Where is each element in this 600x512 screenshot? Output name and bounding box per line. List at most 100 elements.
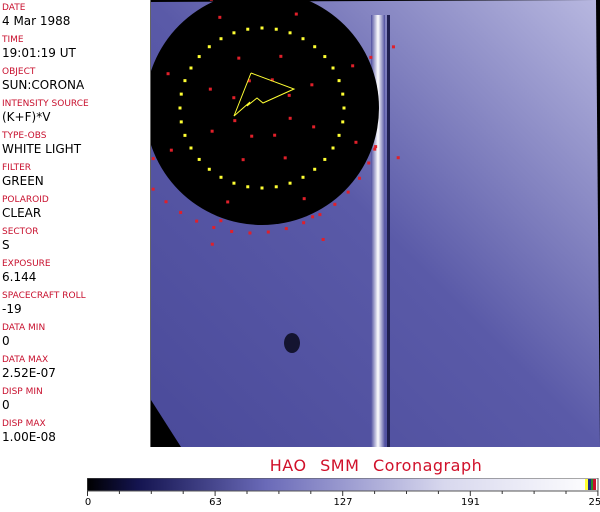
yellow-ring-dot: [189, 146, 193, 150]
red-grid-dot: [312, 125, 316, 129]
field-value: CLEAR: [2, 206, 42, 220]
yellow-ring-dot: [323, 157, 327, 161]
yellow-ring-dot: [274, 185, 278, 189]
field-label: DATA MAX: [2, 355, 49, 365]
red-grid-dot: [351, 64, 355, 68]
yellow-ring-dot: [301, 175, 305, 179]
field-value: (K+F)*V: [2, 110, 51, 124]
yellow-ring-dot: [260, 186, 264, 190]
red-limb-dot: [212, 225, 216, 229]
field-label: DATE: [2, 3, 26, 13]
yellow-ring-dot: [179, 92, 183, 96]
header-info-panel: DATE 4 Mar 1988 TIME 19:01:19 UT OBJECT SUN:C…: [0, 0, 151, 447]
dust-spot: [284, 333, 300, 353]
yellow-ring-dot: [232, 31, 236, 35]
field-label: OBJECT: [2, 67, 36, 77]
colorbar[interactable]: [87, 478, 599, 496]
field-value: GREEN: [2, 174, 44, 188]
red-grid-dot: [209, 0, 213, 1]
field-value: 1.00E-08: [2, 430, 56, 444]
red-limb-dot: [284, 227, 288, 231]
colorbar-red-entry: [593, 479, 596, 490]
red-limb-dot: [374, 145, 378, 149]
yellow-ring-dot: [288, 31, 292, 35]
yellow-ring-dot: [183, 133, 187, 137]
yellow-ring-dot: [207, 45, 211, 49]
yellow-ring-dot: [246, 185, 250, 189]
red-grid-dot: [373, 147, 377, 151]
yellow-ring-dot: [219, 37, 223, 41]
colorbar-green-entry: [591, 479, 593, 490]
field-value: 0: [2, 334, 10, 348]
red-grid-dot: [226, 200, 230, 204]
field-value: 0: [2, 398, 10, 412]
red-grid-dot: [250, 134, 254, 138]
field-label: FILTER: [2, 163, 32, 173]
colorbar-tick-label: 127: [333, 497, 353, 508]
field-label: EXPOSURE: [2, 259, 51, 269]
red-limb-dot: [164, 200, 168, 204]
field-value: 6.144: [2, 270, 37, 284]
red-limb-dot: [151, 187, 155, 191]
red-grid-dot: [283, 156, 287, 160]
red-grid-dot: [273, 133, 277, 137]
colorbar-blue-entry: [588, 479, 591, 490]
red-grid-dot: [279, 54, 283, 58]
red-grid-dot: [241, 158, 245, 162]
yellow-ring-dot: [323, 55, 327, 59]
field-label: INTENSITY SOURCE: [2, 99, 89, 109]
yellow-ring-dot: [337, 79, 341, 83]
red-grid-dot: [391, 45, 395, 49]
yellow-ring-dot: [197, 157, 201, 161]
yellow-ring-dot: [260, 26, 264, 30]
red-limb-dot: [230, 229, 234, 233]
yellow-ring-dot: [189, 66, 193, 70]
red-grid-dot: [310, 83, 314, 87]
red-limb-dot: [318, 213, 322, 217]
field-label: SECTOR: [2, 227, 39, 237]
red-limb-dot: [195, 219, 199, 223]
yellow-ring-dot: [337, 133, 341, 137]
colorbar-tick-label: 255: [588, 497, 600, 508]
field-value: 4 Mar 1988: [2, 14, 71, 28]
field-value: WHITE LIGHT: [2, 142, 82, 156]
field-value: S: [2, 238, 10, 252]
red-grid-dot: [321, 237, 325, 241]
red-limb-dot: [333, 202, 337, 206]
red-grid-dot: [232, 96, 236, 100]
red-grid-dot: [302, 197, 306, 201]
coronagraph-image[interactable]: [151, 0, 600, 447]
dark-streak: [387, 15, 390, 447]
red-limb-dot: [179, 210, 183, 214]
red-grid-dot: [294, 12, 298, 16]
sun-direction-marker: [233, 72, 296, 117]
red-grid-dot: [218, 15, 222, 19]
field-value: -19: [2, 302, 22, 316]
red-grid-dot: [287, 93, 291, 97]
yellow-ring-dot: [246, 27, 250, 31]
yellow-ring-dot: [179, 120, 183, 124]
field-label: DISP MIN: [2, 387, 43, 397]
yellow-ring-dot: [341, 120, 345, 124]
red-grid-dot: [237, 56, 241, 60]
yellow-ring-dot: [331, 66, 335, 70]
yellow-ring-dot: [178, 106, 182, 110]
colorbar-tick-label: 191: [460, 497, 481, 508]
field-label: DISP MAX: [2, 419, 46, 429]
field-value: 19:01:19 UT: [2, 46, 76, 60]
red-limb-dot: [346, 190, 350, 194]
colorbar-tick-label: 63: [209, 497, 222, 508]
red-grid-dot: [210, 242, 214, 246]
red-limb-dot: [266, 230, 270, 234]
red-grid-dot: [396, 156, 400, 160]
field-value: 2.52E-07: [2, 366, 56, 380]
red-limb-dot: [358, 176, 362, 180]
colorbar-yellow-entry: [585, 479, 588, 490]
field-label: SPACECRAFT ROLL: [2, 291, 86, 301]
red-grid-dot: [151, 157, 155, 161]
yellow-ring-dot: [197, 55, 201, 59]
yellow-ring-dot: [313, 167, 317, 171]
red-grid-dot: [311, 215, 315, 219]
field-label: DATA MIN: [2, 323, 46, 333]
